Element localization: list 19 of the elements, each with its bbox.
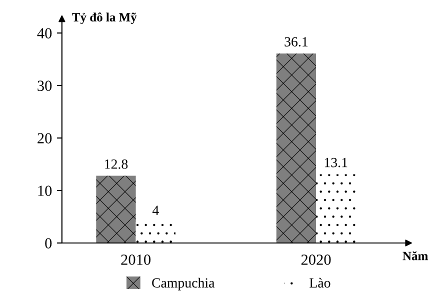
x-axis-title: Năm [402,251,428,260]
data-label: 12.8 [105,159,128,169]
data-label: 4 [152,206,159,215]
legend-label: Campuchia [152,278,215,290]
x-tick-label: 2020 [301,254,331,265]
legend-label: Lào [310,278,330,288]
bar [96,176,136,243]
y-tick-label: 30 [38,80,52,91]
bar [276,53,316,243]
data-label: 13.1 [324,158,348,168]
x-tick-label: 2010 [121,254,151,265]
bar [136,222,176,243]
y-tick-label: 10 [38,186,52,196]
y-tick-label: 0 [45,238,52,248]
bar [316,174,356,243]
y-axis-title: Tỷ đô la Mỹ [72,12,137,24]
y-tick-label: 40 [37,28,52,38]
data-label: 36.1 [284,37,308,47]
y-tick-label: 20 [38,133,52,144]
